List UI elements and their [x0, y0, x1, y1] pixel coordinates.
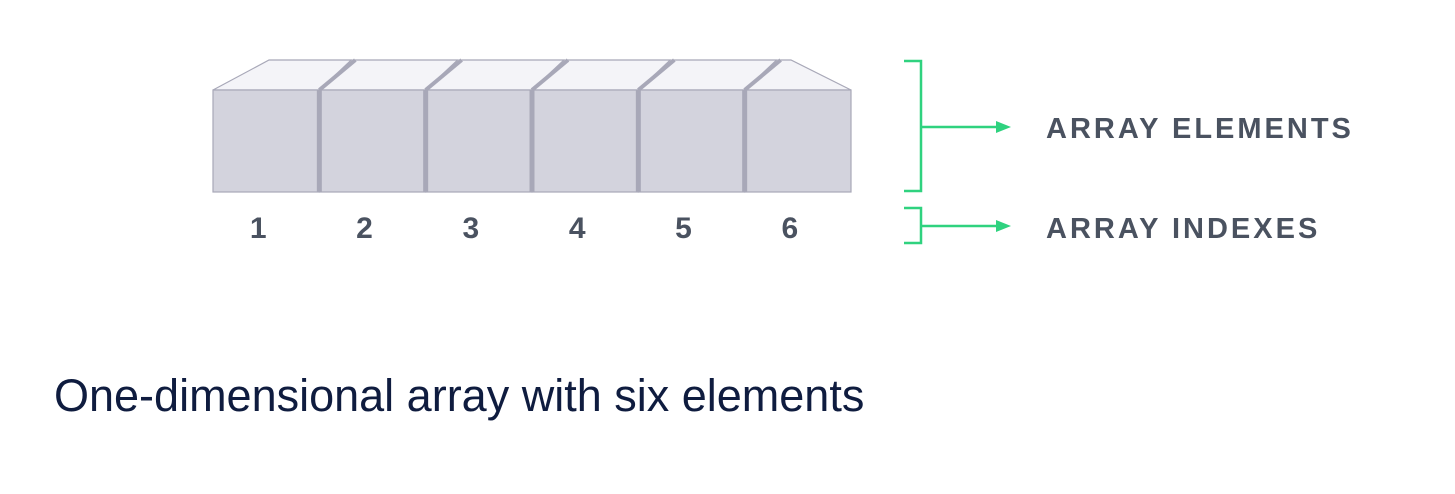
array-index-label: 4 [569, 212, 586, 245]
array-index-labels: 1 2 3 4 5 6 [250, 212, 798, 245]
array-elements-label: ARRAY ELEMENTS [1046, 113, 1354, 145]
array-element-box [212, 59, 353, 193]
array-element-box [316, 58, 460, 193]
elements-bracket [904, 59, 1011, 193]
array-element-box [635, 58, 779, 193]
array-index-label: 3 [462, 212, 479, 245]
array-index-label: 5 [675, 212, 692, 245]
array-indexes-label: ARRAY INDEXES [1046, 213, 1320, 245]
array-index-label: 2 [356, 212, 373, 245]
array-element-box [423, 58, 566, 193]
array-index-label: 1 [250, 212, 267, 245]
array-element-boxes [212, 58, 852, 193]
diagram-caption: One-dimensional array with six elements [54, 370, 865, 421]
indexes-bracket [904, 206, 1011, 245]
array-index-label: 6 [781, 212, 798, 245]
array-element-box [742, 58, 852, 193]
array-element-box [529, 58, 672, 193]
